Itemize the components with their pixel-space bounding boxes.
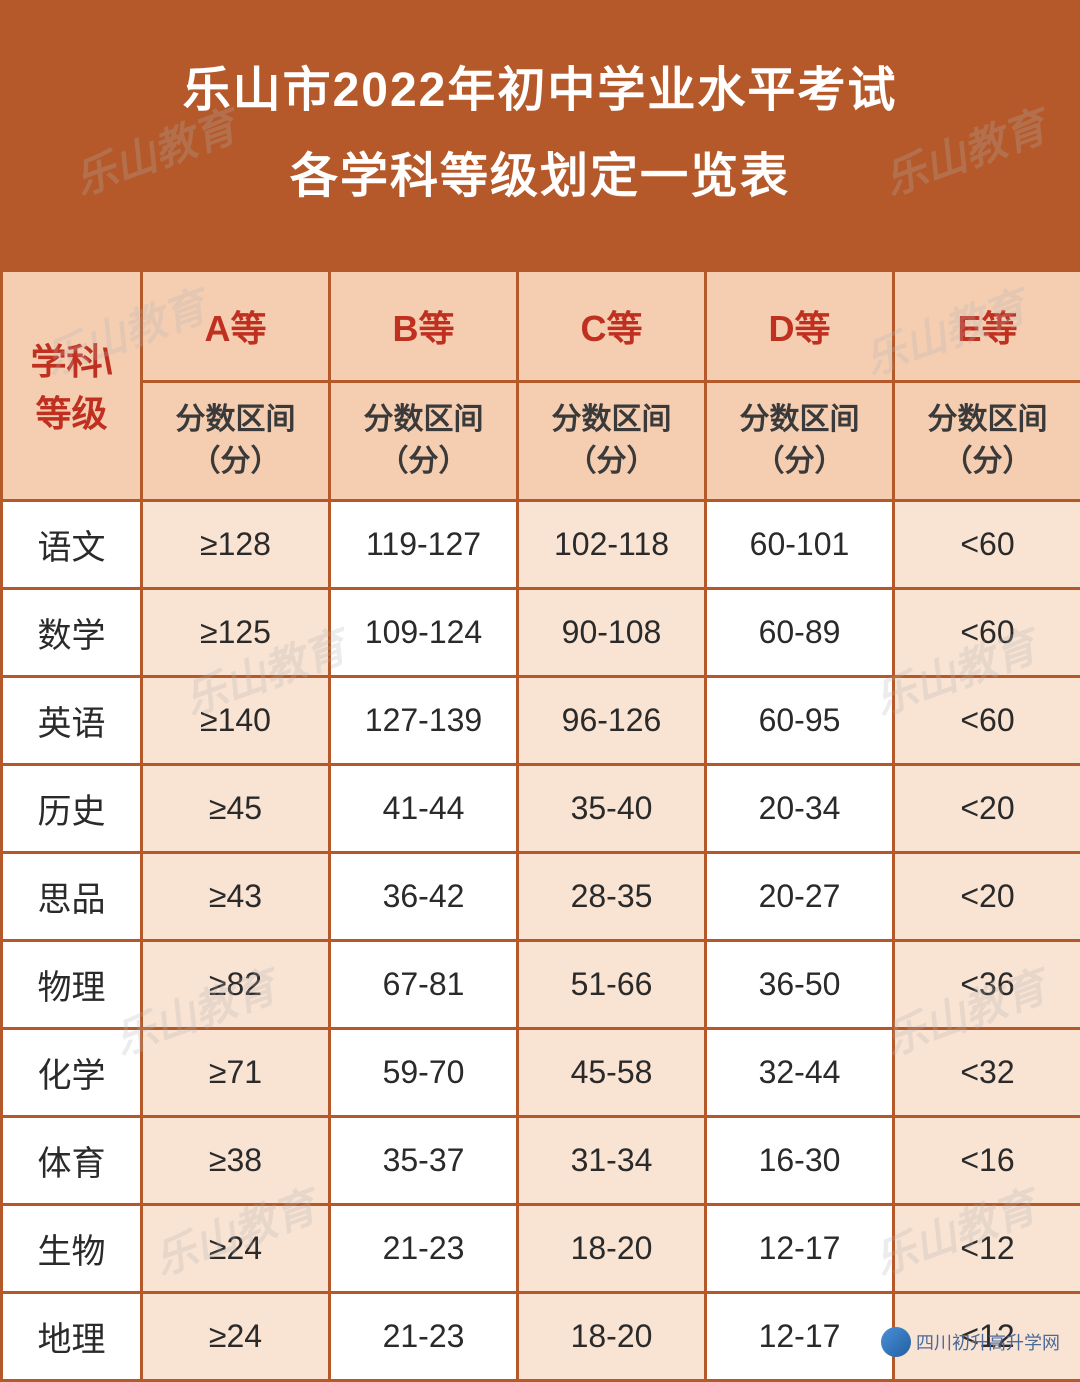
- score-cell: 60-95: [706, 676, 894, 764]
- score-cell: 119-127: [330, 500, 518, 588]
- table-row: 英语≥140127-13996-12660-95<60: [2, 676, 1080, 764]
- score-cell: 96-126: [518, 676, 706, 764]
- score-cell: ≥71: [142, 1028, 330, 1116]
- score-cell: 45-58: [518, 1028, 706, 1116]
- score-cell: 35-37: [330, 1116, 518, 1204]
- score-cell: <20: [894, 852, 1080, 940]
- score-cell: 18-20: [518, 1292, 706, 1380]
- score-cell: ≥128: [142, 500, 330, 588]
- grade-header-b: B等: [330, 270, 518, 381]
- subject-cell: 历史: [2, 764, 142, 852]
- subject-cell: 数学: [2, 588, 142, 676]
- score-cell: 28-35: [518, 852, 706, 940]
- score-cell: <36: [894, 940, 1080, 1028]
- score-cell: 20-34: [706, 764, 894, 852]
- grade-header-e: E等: [894, 270, 1080, 381]
- subject-cell: 物理: [2, 940, 142, 1028]
- score-cell: 41-44: [330, 764, 518, 852]
- score-cell: 109-124: [330, 588, 518, 676]
- score-cell: 21-23: [330, 1292, 518, 1380]
- score-label-e: 分数区间（分）: [894, 381, 1080, 500]
- score-cell: <60: [894, 500, 1080, 588]
- score-cell: ≥82: [142, 940, 330, 1028]
- score-cell: <60: [894, 676, 1080, 764]
- score-cell: 60-89: [706, 588, 894, 676]
- score-cell: ≥140: [142, 676, 330, 764]
- score-label-a: 分数区间（分）: [142, 381, 330, 500]
- score-cell: 67-81: [330, 940, 518, 1028]
- score-cell: <20: [894, 764, 1080, 852]
- subject-cell: 地理: [2, 1292, 142, 1380]
- table-row: 体育≥3835-3731-3416-30<16: [2, 1116, 1080, 1204]
- score-cell: 32-44: [706, 1028, 894, 1116]
- table-body: 语文≥128119-127102-11860-101<60数学≥125109-1…: [2, 500, 1080, 1380]
- title-line-2: 各学科等级划定一览表: [33, 134, 1047, 220]
- score-cell: 31-34: [518, 1116, 706, 1204]
- score-cell: 16-30: [706, 1116, 894, 1204]
- logo-text: 四川初升高升学网: [916, 1329, 1060, 1355]
- score-cell: ≥43: [142, 852, 330, 940]
- table-row: 历史≥4541-4435-4020-34<20: [2, 764, 1080, 852]
- title-block: 乐山市2022年初中学业水平考试 各学科等级划定一览表: [0, 0, 1080, 269]
- score-cell: 127-139: [330, 676, 518, 764]
- subject-cell: 英语: [2, 676, 142, 764]
- header-row-score-label: 分数区间（分） 分数区间（分） 分数区间（分） 分数区间（分） 分数区间（分）: [2, 381, 1080, 500]
- grade-header-d: D等: [706, 270, 894, 381]
- title-line-1: 乐山市2022年初中学业水平考试: [33, 48, 1047, 134]
- score-cell: ≥24: [142, 1292, 330, 1380]
- score-cell: <16: [894, 1116, 1080, 1204]
- table-row: 数学≥125109-12490-10860-89<60: [2, 588, 1080, 676]
- subject-cell: 生物: [2, 1204, 142, 1292]
- score-cell: <60: [894, 588, 1080, 676]
- score-label-d: 分数区间（分）: [706, 381, 894, 500]
- score-cell: 60-101: [706, 500, 894, 588]
- grade-header-a: A等: [142, 270, 330, 381]
- score-cell: 20-27: [706, 852, 894, 940]
- score-cell: ≥38: [142, 1116, 330, 1204]
- score-cell: ≥125: [142, 588, 330, 676]
- score-cell: ≥24: [142, 1204, 330, 1292]
- score-cell: 36-42: [330, 852, 518, 940]
- subject-header-label: 学科\ 等级: [30, 341, 112, 434]
- score-cell: <12: [894, 1204, 1080, 1292]
- score-cell: 36-50: [706, 940, 894, 1028]
- grade-header-c: C等: [518, 270, 706, 381]
- score-cell: 51-66: [518, 940, 706, 1028]
- header-row-grades: 学科\ 等级 A等 B等 C等 D等 E等: [2, 270, 1080, 381]
- page-container: 乐山市2022年初中学业水平考试 各学科等级划定一览表 学科\ 等级 A等 B等…: [0, 0, 1080, 1382]
- table-row: 生物≥2421-2318-2012-17<12: [2, 1204, 1080, 1292]
- table-row: 语文≥128119-127102-11860-101<60: [2, 500, 1080, 588]
- table-row: 思品≥4336-4228-3520-27<20: [2, 852, 1080, 940]
- score-cell: 18-20: [518, 1204, 706, 1292]
- subject-cell: 语文: [2, 500, 142, 588]
- score-cell: 12-17: [706, 1204, 894, 1292]
- score-cell: <32: [894, 1028, 1080, 1116]
- footer-logo: 四川初升高升学网: [881, 1327, 1060, 1357]
- score-label-b: 分数区间（分）: [330, 381, 518, 500]
- score-cell: 35-40: [518, 764, 706, 852]
- grade-table: 学科\ 等级 A等 B等 C等 D等 E等 分数区间（分） 分数区间（分） 分数…: [0, 269, 1080, 1382]
- score-cell: 59-70: [330, 1028, 518, 1116]
- score-cell: 12-17: [706, 1292, 894, 1380]
- subject-cell: 体育: [2, 1116, 142, 1204]
- table-row: 物理≥8267-8151-6636-50<36: [2, 940, 1080, 1028]
- score-cell: 90-108: [518, 588, 706, 676]
- score-cell: 21-23: [330, 1204, 518, 1292]
- score-cell: ≥45: [142, 764, 330, 852]
- table-row: 化学≥7159-7045-5832-44<32: [2, 1028, 1080, 1116]
- score-label-c: 分数区间（分）: [518, 381, 706, 500]
- subject-cell: 化学: [2, 1028, 142, 1116]
- subject-header-cell: 学科\ 等级: [2, 270, 142, 500]
- score-cell: 102-118: [518, 500, 706, 588]
- subject-cell: 思品: [2, 852, 142, 940]
- logo-icon: [881, 1327, 911, 1357]
